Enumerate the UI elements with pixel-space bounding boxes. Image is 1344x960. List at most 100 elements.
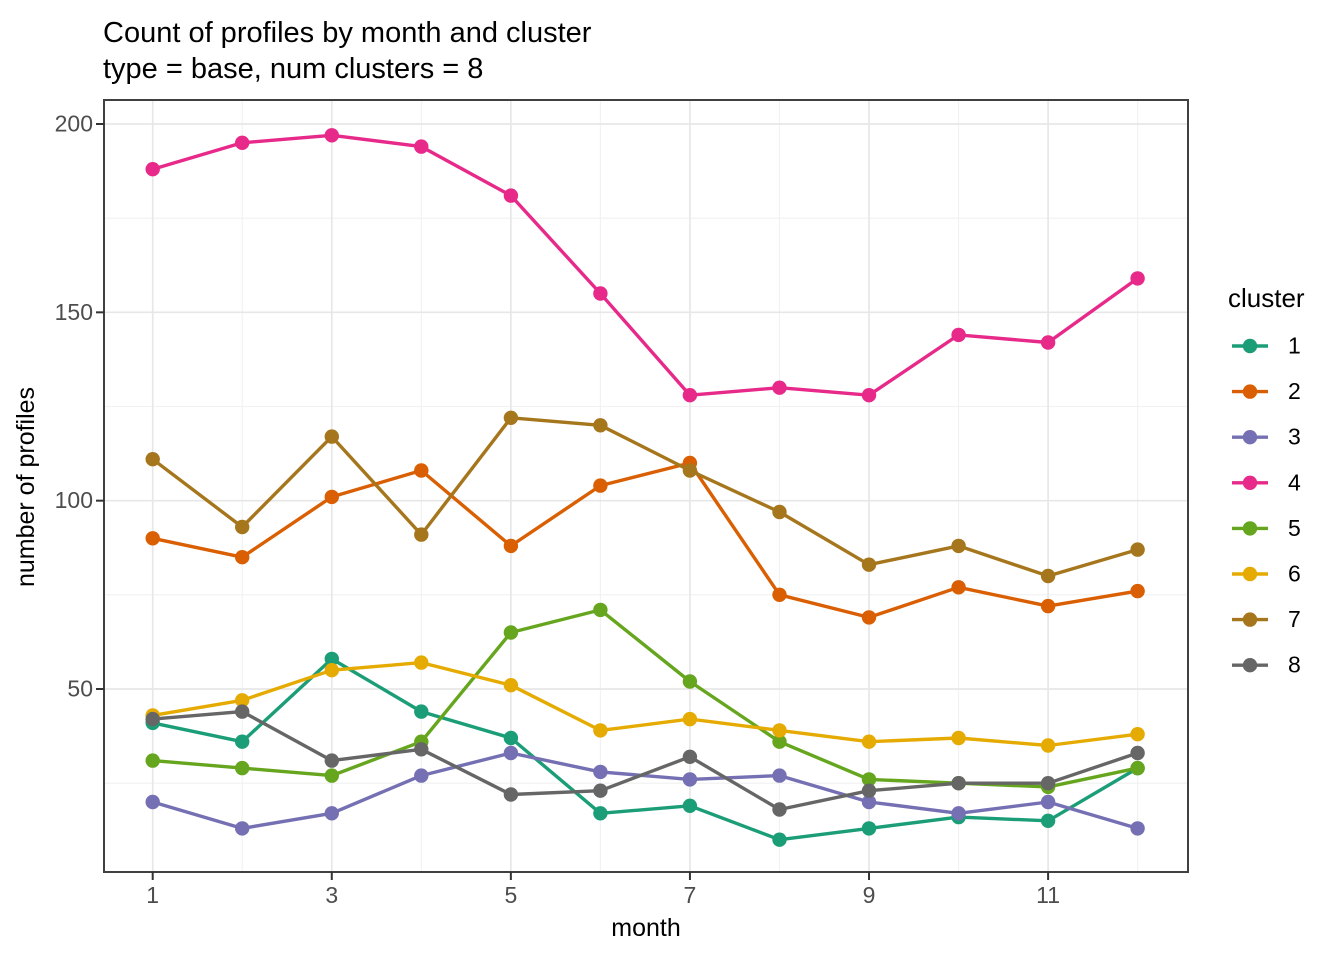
data-point-cluster-4 [1130, 271, 1145, 286]
legend-entry-2: 2 [1232, 378, 1301, 404]
series-line-6 [152, 660, 1138, 748]
legend-title: cluster [1228, 283, 1305, 313]
x-axis-title: month [611, 914, 680, 942]
legend-entry-6: 6 [1232, 561, 1301, 587]
data-point-cluster-2 [951, 580, 966, 595]
data-point-cluster-8 [682, 749, 698, 764]
data-point-cluster-7 [1130, 542, 1145, 557]
x-tick-label: 3 [325, 882, 338, 908]
data-point-cluster-4 [145, 162, 160, 177]
data-point-cluster-3 [1040, 794, 1056, 810]
data-point-cluster-7 [1040, 568, 1056, 584]
data-point-cluster-5 [145, 753, 160, 768]
series-line-4 [152, 133, 1139, 397]
data-point-cluster-3 [593, 764, 608, 780]
panel-border [103, 99, 1189, 873]
data-point-cluster-6 [235, 693, 250, 708]
data-point-cluster-4 [1040, 335, 1056, 350]
legend-entry-7: 7 [1232, 606, 1301, 632]
legend-entry-8: 8 [1232, 652, 1301, 678]
data-point-cluster-1 [414, 704, 429, 719]
data-point-cluster-5 [593, 602, 608, 618]
data-point-cluster-7 [682, 463, 698, 478]
data-point-cluster-3 [503, 745, 519, 761]
data-point-cluster-4 [682, 388, 698, 403]
series-line-8 [152, 709, 1139, 812]
axes: 1 3 5 7 9 11 50 100 150 200 [55, 111, 1060, 909]
data-point-cluster-8 [145, 711, 160, 727]
y-tick-label: 150 [55, 299, 93, 325]
data-point-cluster-5 [324, 768, 339, 783]
data-point-cluster-5 [235, 760, 250, 776]
data-point-cluster-8 [772, 802, 787, 817]
legend-key-dot [1242, 384, 1258, 399]
data-point-cluster-1 [682, 798, 698, 813]
legend-key-dot [1242, 475, 1258, 490]
legend-entry-label: 1 [1288, 333, 1301, 359]
legend-entry-4: 4 [1232, 469, 1301, 495]
y-tick-label: 50 [67, 676, 93, 702]
data-point-cluster-3 [324, 806, 339, 821]
data-point-cluster-5 [772, 734, 787, 749]
data-point-cluster-5 [861, 772, 877, 787]
legend-key-dot [1242, 430, 1258, 445]
data-point-cluster-5 [503, 625, 519, 640]
data-point-cluster-2 [414, 463, 429, 478]
data-point-cluster-6 [593, 723, 608, 738]
panel-background [104, 100, 1188, 872]
data-point-cluster-4 [593, 286, 608, 301]
data-point-cluster-7 [593, 418, 608, 433]
data-point-cluster-8 [1130, 745, 1145, 761]
data-point-cluster-8 [324, 753, 339, 768]
legend-key-dot [1242, 612, 1258, 627]
legend-entry-5: 5 [1232, 515, 1301, 541]
data-point-cluster-6 [503, 678, 519, 693]
data-point-cluster-8 [593, 783, 608, 798]
data-point-cluster-7 [235, 519, 250, 535]
legend-entry-label: 7 [1288, 606, 1301, 632]
data-point-cluster-4 [235, 135, 250, 150]
x-tick-label: 5 [504, 882, 517, 908]
x-tick-label: 11 [1036, 882, 1060, 908]
chart-title: Count of profiles by month and cluster [103, 17, 592, 49]
data-point-cluster-4 [772, 380, 787, 395]
data-point-cluster-2 [324, 489, 339, 505]
data-point-cluster-6 [414, 655, 429, 670]
legend-entry-label: 8 [1288, 652, 1301, 678]
data-point-cluster-2 [772, 587, 787, 602]
y-axis-title: number of profiles [12, 387, 40, 587]
legend-entries: 1 2 3 4 5 6 7 8 [1232, 333, 1301, 678]
series-line-3 [152, 751, 1139, 831]
data-point-cluster-2 [503, 538, 519, 554]
data-point-cluster-7 [503, 410, 519, 425]
data-point-cluster-4 [324, 128, 339, 143]
legend-entry-1: 1 [1232, 333, 1301, 359]
series-line-7 [151, 416, 1139, 578]
data-point-cluster-6 [682, 711, 698, 727]
data-point-cluster-1 [324, 651, 339, 667]
data-point-cluster-1 [503, 730, 519, 746]
data-point-cluster-1 [861, 821, 877, 836]
data-point-cluster-3 [682, 772, 698, 787]
plot-panel [103, 99, 1189, 873]
data-point-cluster-1 [235, 734, 250, 749]
data-point-cluster-6 [1130, 727, 1145, 742]
data-point-cluster-7 [772, 504, 787, 520]
legend: cluster 1 2 3 4 5 6 7 8 [1228, 283, 1305, 678]
series-line-1 [152, 657, 1139, 842]
data-point-cluster-1 [593, 806, 608, 821]
data-point-cluster-4 [861, 388, 877, 403]
data-point-cluster-6 [324, 663, 339, 678]
data-point-cluster-4 [951, 327, 966, 343]
data-point-cluster-8 [951, 776, 966, 791]
data-point-cluster-1 [772, 832, 787, 847]
data-point-cluster-7 [861, 557, 877, 572]
data-point-cluster-7 [324, 429, 339, 444]
legend-entry-label: 2 [1288, 378, 1301, 404]
legend-entry-label: 4 [1288, 469, 1301, 495]
legend-key-dot [1242, 566, 1258, 582]
y-tick-label: 100 [55, 487, 93, 513]
data-point-cluster-2 [235, 550, 250, 565]
